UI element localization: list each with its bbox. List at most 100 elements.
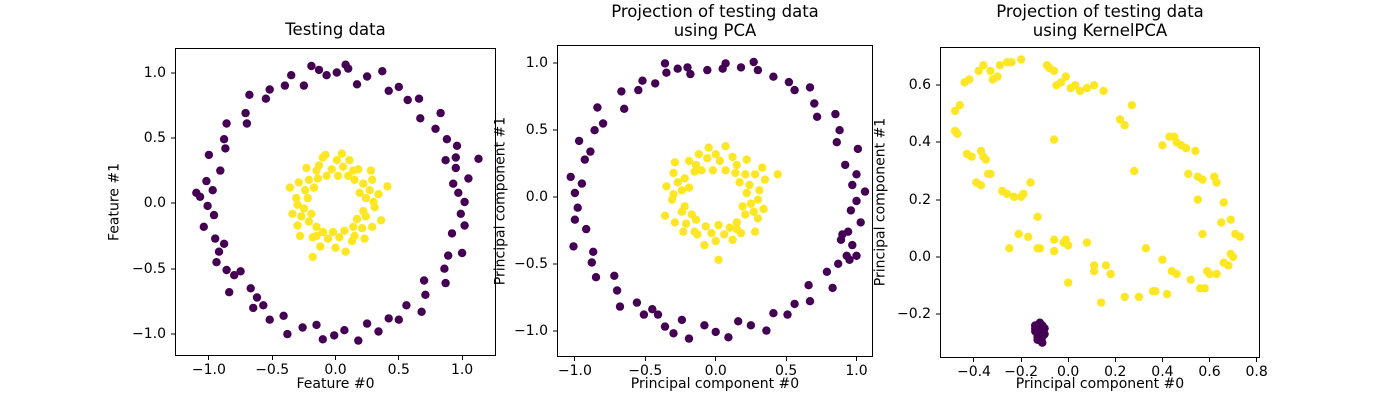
kernelpca-projection-data-point bbox=[1014, 229, 1023, 239]
pca-projection-data-point bbox=[677, 186, 687, 195]
pca-projection-data-point bbox=[589, 247, 598, 256]
kernelpca-projection-data-point bbox=[1134, 292, 1144, 302]
kernelpca-projection-data-point bbox=[1089, 261, 1099, 270]
testing-data-data-point bbox=[242, 119, 252, 128]
pca-projection-data-point bbox=[704, 143, 713, 152]
pca-projection-data-point bbox=[684, 334, 694, 343]
kernelpca-projection-data-point bbox=[981, 155, 990, 164]
kernelpca-projection-data-point bbox=[1056, 78, 1066, 87]
testing-data-data-point bbox=[338, 162, 348, 171]
pca-projection-data-point bbox=[700, 240, 709, 250]
testing-data-y-axis-label: Feature #1 bbox=[106, 163, 123, 241]
pca-projection-data-point bbox=[669, 329, 678, 338]
testing-data-data-point bbox=[219, 135, 229, 144]
testing-data-data-point bbox=[307, 61, 316, 71]
kernelpca-projection-title: Projection of testing data using KernelP… bbox=[996, 2, 1204, 40]
kernelpca-projection-data-point bbox=[1009, 192, 1019, 201]
pca-projection-data-point bbox=[742, 188, 751, 198]
pca-projection-data-point bbox=[677, 315, 687, 325]
testing-data-data-point bbox=[287, 71, 296, 80]
pca-projection-data-point bbox=[735, 178, 744, 187]
testing-data-data-point bbox=[332, 68, 341, 77]
pca-projection-data-point bbox=[598, 119, 608, 128]
testing-data-data-point bbox=[362, 319, 372, 328]
pca-projection-x-tick-label: −0.5 bbox=[628, 363, 663, 379]
testing-data-data-point bbox=[464, 174, 473, 183]
pca-projection-data-point bbox=[746, 321, 756, 330]
testing-data-data-point bbox=[304, 175, 314, 184]
kernelpca-projection-data-point bbox=[1115, 115, 1125, 124]
testing-data-y-tick-label: −0.5 bbox=[132, 260, 166, 277]
kernelpca-projection-data-point bbox=[976, 181, 986, 190]
testing-data-data-point bbox=[350, 175, 359, 184]
kernelpca-projection-data-point bbox=[993, 72, 1002, 81]
pca-projection-data-point bbox=[762, 326, 771, 335]
testing-data-data-point bbox=[335, 233, 344, 242]
kernelpca-projection-data-point bbox=[967, 152, 976, 161]
testing-data-data-point bbox=[300, 186, 310, 195]
pca-projection-data-point bbox=[721, 166, 730, 175]
testing-data-data-point bbox=[293, 221, 302, 230]
pca-projection-data-point bbox=[662, 68, 671, 77]
pca-projection-y-tick-mark bbox=[553, 263, 557, 265]
pca-projection-data-point bbox=[790, 85, 799, 95]
testing-data-x-tick-label: −1.0 bbox=[191, 362, 226, 378]
testing-data-y-tick-label: 0.0 bbox=[143, 195, 166, 212]
pca-projection-data-point bbox=[615, 302, 625, 311]
pca-projection-x-tick-mark bbox=[715, 357, 717, 361]
testing-data-data-point bbox=[299, 81, 309, 90]
testing-data-data-point bbox=[460, 197, 469, 207]
kernelpca-projection-data-point bbox=[1219, 198, 1228, 207]
testing-data-y-tick-label: 1.0 bbox=[143, 64, 166, 81]
testing-data-title: Testing data bbox=[285, 20, 386, 39]
pca-projection-data-point bbox=[570, 215, 580, 224]
kernelpca-projection-data-point bbox=[995, 61, 1005, 70]
pca-projection-data-point bbox=[638, 76, 647, 85]
pca-projection-data-point bbox=[841, 160, 850, 170]
testing-data-y-tick-label: 0.5 bbox=[143, 129, 166, 146]
testing-data-data-point bbox=[259, 301, 268, 310]
kernelpca-projection-x-tick-mark bbox=[1020, 358, 1022, 362]
kernelpca-projection-data-point bbox=[1236, 232, 1245, 241]
testing-data-data-point bbox=[312, 231, 321, 241]
kernelpca-projection-data-point bbox=[1200, 284, 1209, 293]
testing-data-data-point bbox=[295, 231, 305, 241]
pca-projection-data-point bbox=[738, 202, 747, 211]
testing-data-data-point bbox=[352, 80, 362, 89]
testing-data-data-point bbox=[312, 222, 321, 231]
pca-projection-data-point bbox=[715, 156, 725, 166]
testing-data-data-point bbox=[341, 247, 350, 256]
testing-data-data-point bbox=[383, 182, 392, 191]
pca-projection-x-tick-mark bbox=[574, 357, 576, 361]
kernelpca-projection-x-tick-label: 0.6 bbox=[1198, 364, 1221, 380]
testing-data-data-point bbox=[322, 171, 331, 180]
pca-projection-data-point bbox=[679, 227, 688, 236]
testing-data-data-point bbox=[460, 221, 469, 230]
testing-data-data-point bbox=[354, 336, 363, 345]
testing-data-data-point bbox=[365, 186, 374, 195]
kernelpca-projection-y-tick-label: 0.4 bbox=[908, 134, 931, 151]
pca-projection-data-point bbox=[673, 64, 682, 73]
testing-data-data-point bbox=[457, 248, 467, 258]
kernelpca-projection-data-point bbox=[986, 66, 995, 76]
kernelpca-projection-axes: −0.4 −0.2 0.0 0.2 0.4 0.6 0.8 −0.2 0.0 0.2 0.4 0.6 bbox=[897, 47, 1268, 379]
pca-projection-data-point bbox=[852, 251, 861, 260]
pca-projection-y-tick-label: 0.5 bbox=[525, 122, 548, 139]
pca-projection-data-point bbox=[832, 138, 841, 147]
testing-data-data-point bbox=[236, 267, 245, 276]
kernelpca-projection-data-point bbox=[1184, 169, 1193, 179]
pca-projection-data-point bbox=[745, 180, 754, 190]
pca-projection-data-point bbox=[691, 160, 701, 170]
testing-data-data-point bbox=[345, 156, 354, 165]
testing-data-data-point bbox=[299, 204, 309, 213]
pca-projection-data-point bbox=[670, 158, 680, 167]
kernelpca-projection-data-point bbox=[979, 61, 988, 70]
pca-projection-y-tick-mark bbox=[553, 129, 557, 131]
pca-projection-data-point bbox=[750, 170, 760, 179]
pca-projection-data-point bbox=[653, 310, 663, 319]
pca-projection-title: Projection of testing data using PCA bbox=[611, 2, 819, 40]
pca-projection-data-point bbox=[731, 168, 740, 178]
pca-projection-y-axis-label: Principal component #1 bbox=[492, 116, 509, 286]
testing-data-data-point bbox=[209, 210, 219, 220]
testing-data-data-point bbox=[288, 209, 297, 218]
